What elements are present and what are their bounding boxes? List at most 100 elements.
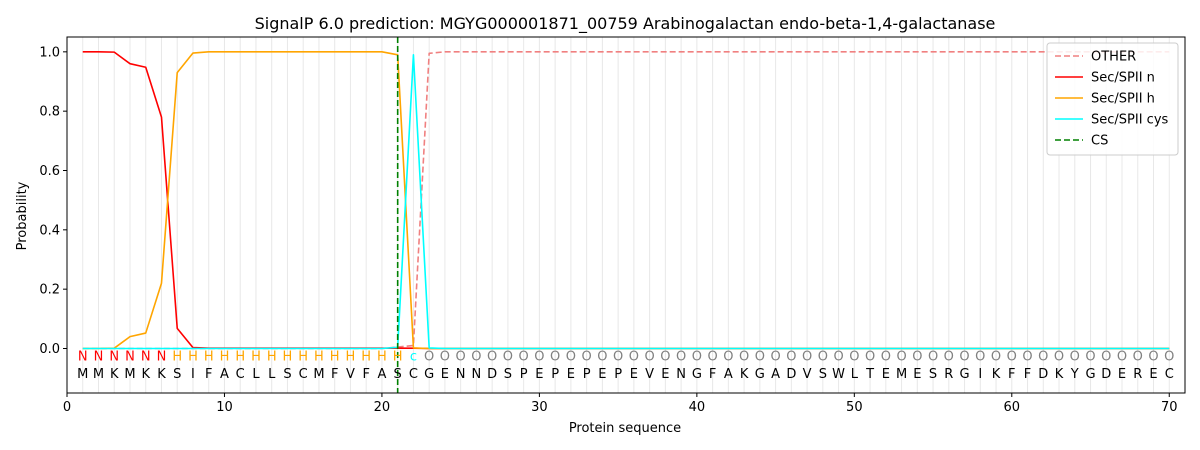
sequence-residue: M <box>896 367 907 382</box>
region-label: O <box>802 349 812 364</box>
sequence-residue: E <box>882 367 890 382</box>
x-axis-label: Protein sequence <box>569 421 681 436</box>
region-label: O <box>471 349 481 364</box>
region-label: O <box>770 349 780 364</box>
x-tick-label: 20 <box>374 400 391 415</box>
region-label: O <box>487 349 497 364</box>
region-label: H <box>283 349 293 364</box>
region-label: O <box>424 349 434 364</box>
sequence-residue: P <box>583 367 591 382</box>
sequence-residue: S <box>283 367 291 382</box>
sequence-residue: F <box>1008 367 1015 382</box>
sequence-residue: A <box>771 367 780 382</box>
region-label: H <box>251 349 261 364</box>
region-label: N <box>109 349 119 364</box>
region-label: H <box>298 349 308 364</box>
sequence-residue: R <box>1133 367 1142 382</box>
sequence-residue: F <box>1024 367 1031 382</box>
region-label: O <box>1085 349 1095 364</box>
region-label: O <box>566 349 576 364</box>
sequence-residue: E <box>535 367 543 382</box>
region-label: O <box>928 349 938 364</box>
sequence-residue: N <box>472 367 482 382</box>
sequence-residue: K <box>992 367 1001 382</box>
legend-label: Sec/SPII cys <box>1091 113 1169 128</box>
sequence-residue: G <box>692 367 702 382</box>
region-label: O <box>676 349 686 364</box>
region-label: O <box>723 349 733 364</box>
region-label: O <box>786 349 796 364</box>
region-label: O <box>1164 349 1174 364</box>
sequence-residue: S <box>173 367 181 382</box>
region-label: O <box>959 349 969 364</box>
sequence-residue: S <box>819 367 827 382</box>
sequence-residue: E <box>598 367 606 382</box>
region-label: O <box>707 349 717 364</box>
sequence-residue: D <box>786 367 796 382</box>
sequence-residue: L <box>851 367 859 382</box>
sequence-residue: C <box>299 367 308 382</box>
region-label: O <box>849 349 859 364</box>
region-label: H <box>220 349 230 364</box>
sequence-residue: F <box>709 367 716 382</box>
region-label: O <box>896 349 906 364</box>
sequence-residue: G <box>755 367 765 382</box>
region-label: H <box>346 349 356 364</box>
legend-label: CS <box>1091 134 1108 149</box>
sequence-residue: E <box>630 367 638 382</box>
region-label: O <box>692 349 702 364</box>
region-label: O <box>1070 349 1080 364</box>
sequence-residue: K <box>141 367 150 382</box>
x-tick-label: 10 <box>216 400 233 415</box>
sequence-residue: Y <box>1070 367 1079 382</box>
sequence-residue: K <box>740 367 749 382</box>
region-label: H <box>361 349 371 364</box>
region-label: O <box>440 349 450 364</box>
sequence-residue: F <box>205 367 212 382</box>
region-label: O <box>1054 349 1064 364</box>
region-label: H <box>267 349 277 364</box>
y-tick-label: 0.4 <box>39 223 60 238</box>
region-label: O <box>833 349 843 364</box>
region-label: O <box>645 349 655 364</box>
region-label: O <box>1133 349 1143 364</box>
legend-box <box>1046 42 1179 156</box>
sequence-residue: E <box>913 367 921 382</box>
chart-title: SignalP 6.0 prediction: MGYG000001871_00… <box>255 14 996 34</box>
region-label: O <box>582 349 592 364</box>
region-label: c <box>410 349 417 364</box>
legend: OTHER Sec/SPII n Sec/SPII h Sec/SPII cys CS <box>1046 42 1179 156</box>
region-label: H <box>188 349 198 364</box>
sequence-residue: K <box>1055 367 1064 382</box>
region-label: O <box>503 349 513 364</box>
sequence-residue: R <box>944 367 953 382</box>
region-label: H <box>314 349 324 364</box>
region-label: H <box>172 349 182 364</box>
region-label: O <box>1101 349 1111 364</box>
x-tick-label: 50 <box>846 400 863 415</box>
sequence-residue: C <box>409 367 418 382</box>
sequence-residue: M <box>313 367 324 382</box>
sequence-residue: G <box>1085 367 1095 382</box>
region-label: O <box>629 349 639 364</box>
sequence-residue: A <box>377 367 386 382</box>
region-label: H <box>393 349 403 364</box>
sequence-letters: NMNMNKNMNKNKHSHIHFHAHCHLHLHSHCHMHFHVHFHA… <box>77 349 1174 382</box>
x-tick-label: 60 <box>1004 400 1021 415</box>
sequence-residue: D <box>1101 367 1111 382</box>
region-label: O <box>991 349 1001 364</box>
sequence-residue: E <box>441 367 449 382</box>
sequence-residue: G <box>424 367 434 382</box>
sequence-residue: D <box>1038 367 1048 382</box>
y-tick-label: 0.6 <box>39 164 60 179</box>
sequence-residue: G <box>960 367 970 382</box>
sequence-residue: N <box>676 367 686 382</box>
series-line-other <box>82 51 1170 350</box>
sequence-residue: I <box>191 367 195 382</box>
x-tick-label: 30 <box>531 400 548 415</box>
sequence-residue: F <box>362 367 369 382</box>
sequence-residue: T <box>865 367 874 382</box>
sequence-residue: M <box>77 367 88 382</box>
plot-frame <box>66 36 1186 394</box>
sequence-residue: E <box>1118 367 1126 382</box>
